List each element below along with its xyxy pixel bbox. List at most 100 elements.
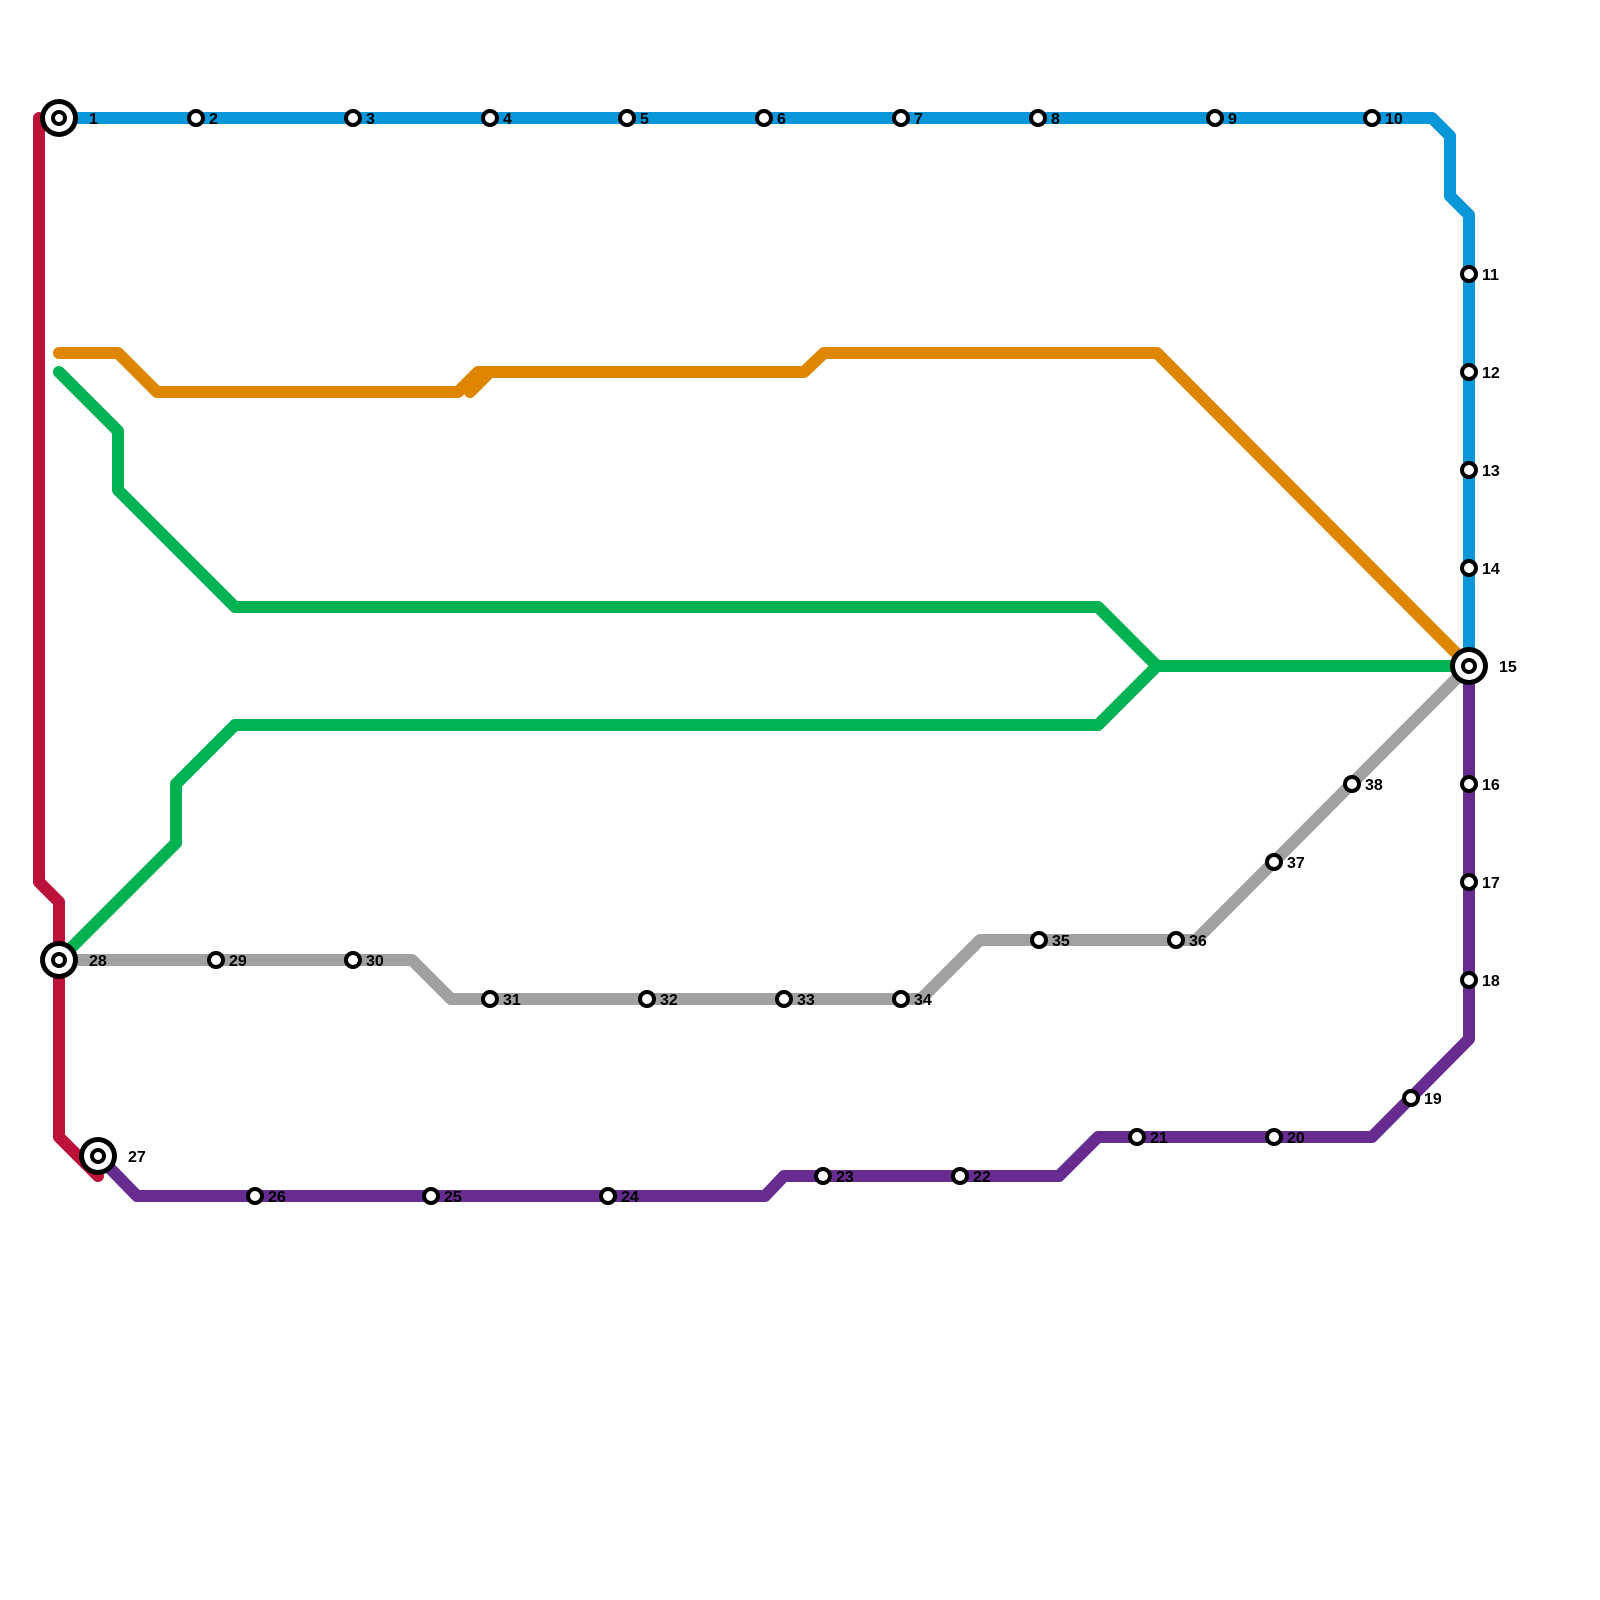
station-label: 4 [503, 111, 512, 128]
station-marker [1402, 1089, 1420, 1107]
station-marker [775, 990, 793, 1008]
station-label: 10 [1385, 111, 1403, 128]
station-17[interactable]: 17 [1460, 873, 1500, 892]
station-29[interactable]: 29 [207, 951, 247, 970]
station-35[interactable]: 35 [1030, 931, 1070, 950]
station-3[interactable]: 3 [344, 109, 375, 128]
station-marker [892, 990, 910, 1008]
station-38[interactable]: 38 [1343, 775, 1383, 794]
station-4[interactable]: 4 [481, 109, 512, 128]
station-label: 12 [1482, 365, 1500, 382]
station-label: 17 [1482, 875, 1500, 892]
station-marker [599, 1187, 617, 1205]
station-28[interactable]: 28 [40, 941, 107, 979]
station-6[interactable]: 6 [755, 109, 786, 128]
stations-layer: 1 2 3 4 5 6 7 8 9 1011121314151617181920212223242… [40, 99, 1517, 1206]
station-marker [481, 990, 499, 1008]
station-marker [1460, 873, 1478, 891]
station-marker [1460, 775, 1478, 793]
green-line [53, 660, 1163, 966]
station-5[interactable]: 5 [618, 109, 649, 128]
lines-layer [33, 112, 1475, 1202]
station-marker [1265, 1128, 1283, 1146]
station-label: 36 [1189, 933, 1207, 950]
station-23[interactable]: 23 [814, 1167, 854, 1186]
station-label: 37 [1287, 855, 1305, 872]
station-26[interactable]: 26 [246, 1187, 286, 1206]
station-30[interactable]: 30 [344, 951, 384, 970]
station-7[interactable]: 7 [892, 109, 923, 128]
station-marker [207, 951, 225, 969]
station-label: 38 [1365, 777, 1383, 794]
station-13[interactable]: 13 [1460, 461, 1500, 480]
station-2[interactable]: 2 [187, 109, 218, 128]
purple-line [92, 660, 1475, 1202]
station-marker [638, 990, 656, 1008]
station-15[interactable]: 15 [1450, 647, 1517, 685]
station-marker [1206, 109, 1224, 127]
station-label: 21 [1150, 1130, 1168, 1147]
station-marker [1460, 363, 1478, 381]
station-label: 2 [209, 111, 218, 128]
station-marker [755, 109, 773, 127]
orange-line [53, 347, 1475, 672]
grey-line [53, 660, 1475, 1005]
station-marker [1029, 109, 1047, 127]
station-36[interactable]: 36 [1167, 931, 1207, 950]
station-label: 3 [366, 111, 375, 128]
station-19[interactable]: 19 [1402, 1089, 1442, 1108]
station-marker [344, 951, 362, 969]
station-label: 8 [1051, 111, 1060, 128]
station-label: 30 [366, 953, 384, 970]
station-37[interactable]: 37 [1265, 853, 1305, 872]
station-marker [1167, 931, 1185, 949]
station-label: 11 [1482, 267, 1499, 284]
interchange-marker [55, 114, 63, 122]
station-label: 22 [973, 1169, 991, 1186]
interchange-marker [94, 1152, 102, 1160]
station-31[interactable]: 31 [481, 990, 521, 1009]
station-24[interactable]: 24 [599, 1187, 639, 1206]
station-label: 35 [1052, 933, 1070, 950]
station-34[interactable]: 34 [892, 990, 932, 1009]
station-16[interactable]: 16 [1460, 775, 1500, 794]
station-marker [1030, 931, 1048, 949]
station-label: 15 [1499, 659, 1517, 676]
station-label: 25 [444, 1189, 462, 1206]
station-33[interactable]: 33 [775, 990, 815, 1009]
blue-line [53, 112, 1475, 672]
orange-line [464, 366, 496, 398]
station-marker [1363, 109, 1381, 127]
station-11[interactable]: 11 [1460, 265, 1499, 284]
station-label: 1 [89, 111, 98, 128]
station-12[interactable]: 12 [1460, 363, 1500, 382]
station-marker [618, 109, 636, 127]
station-label: 6 [777, 111, 786, 128]
station-marker [1128, 1128, 1146, 1146]
station-8[interactable]: 8 [1029, 109, 1060, 128]
station-label: 16 [1482, 777, 1500, 794]
station-marker [1265, 853, 1283, 871]
station-1[interactable]: 1 [40, 99, 98, 137]
station-25[interactable]: 25 [422, 1187, 462, 1206]
station-marker [892, 109, 910, 127]
station-10[interactable]: 10 [1363, 109, 1403, 128]
station-marker [187, 109, 205, 127]
station-32[interactable]: 32 [638, 990, 678, 1009]
station-label: 20 [1287, 1130, 1305, 1147]
station-label: 24 [621, 1189, 639, 1206]
station-9[interactable]: 9 [1206, 109, 1237, 128]
station-18[interactable]: 18 [1460, 971, 1500, 990]
station-14[interactable]: 14 [1460, 559, 1500, 578]
station-label: 5 [640, 111, 649, 128]
station-label: 19 [1424, 1091, 1442, 1108]
green-line [53, 366, 1475, 672]
red-line [33, 112, 104, 1182]
station-20[interactable]: 20 [1265, 1128, 1305, 1147]
station-22[interactable]: 22 [951, 1167, 991, 1186]
station-marker [481, 109, 499, 127]
station-marker [1460, 461, 1478, 479]
station-27[interactable]: 27 [79, 1137, 146, 1175]
station-21[interactable]: 21 [1128, 1128, 1168, 1147]
